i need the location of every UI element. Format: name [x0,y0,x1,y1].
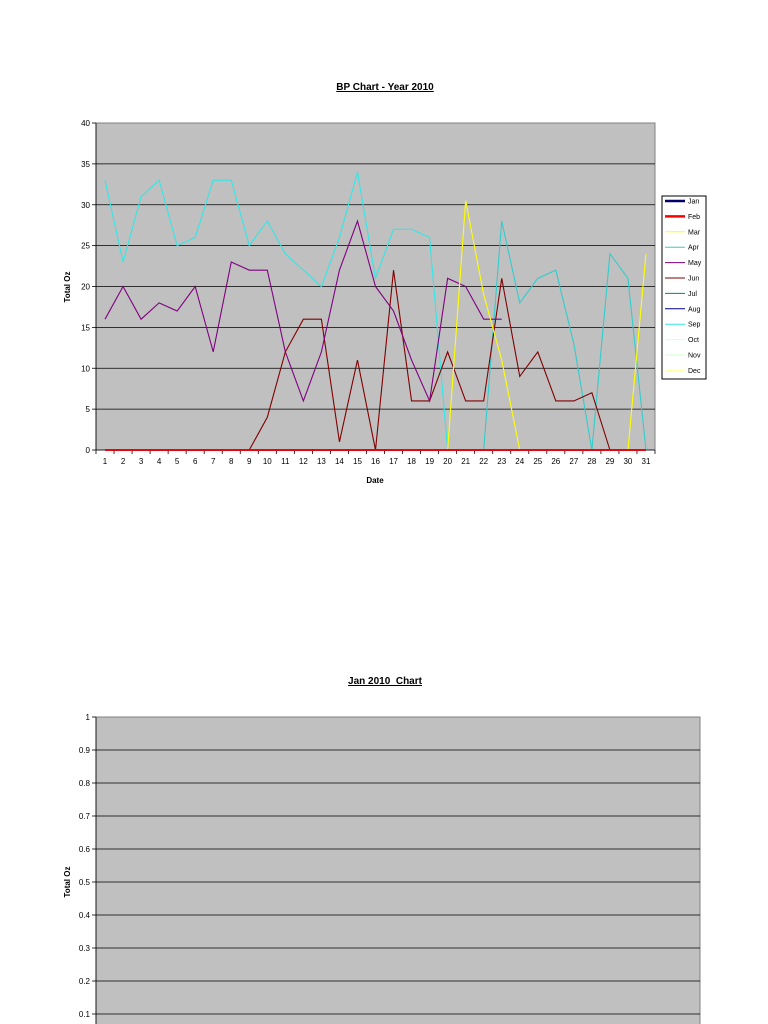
x-tick-label: 20 [443,457,452,466]
legend-label-oct: Oct [688,337,699,344]
x-tick-label: 14 [335,457,344,466]
x-tick-label: 16 [371,457,380,466]
x-tick-label: 2 [121,457,126,466]
y-tick-label: 0.6 [79,845,91,854]
x-tick-label: 25 [533,457,542,466]
legend-label-sep: Sep [688,322,701,329]
x-tick-label: 27 [569,457,578,466]
x-tick-label: 30 [623,457,632,466]
x-tick-label: 31 [642,457,651,466]
x-tick-label: 29 [605,457,614,466]
y-tick-label: 0.7 [79,812,91,821]
y-axis-title: Total Oz [63,867,72,898]
x-tick-label: 24 [515,457,524,466]
x-tick-label: 17 [389,457,398,466]
series-line-may [104,219,502,403]
y-tick-label: 0.5 [79,878,91,887]
legend-label-dec: Dec [688,368,701,375]
y-tick-label: 0.8 [79,779,91,788]
x-tick-label: 23 [497,457,506,466]
legend-box [661,195,707,380]
series-line-jun [248,270,646,451]
y-tick-label: 20 [81,283,90,292]
x-tick-label: 26 [551,457,560,466]
plot-area [95,716,701,1024]
x-tick-label: 7 [211,457,216,466]
x-tick-label: 11 [281,457,290,466]
x-tick-label: 13 [317,457,326,466]
x-tick-label: 9 [247,457,252,466]
legend: Jan Feb Mar Apr May Jun Jul Aug Sep Oct Nov Dec [661,195,707,380]
legend-label-jul: Jul [688,291,697,298]
legend-label-apr: Apr [688,245,700,252]
y-tick-label: 0.2 [79,977,91,986]
x-tick-label: 15 [353,457,362,466]
y-tick-label: 40 [81,119,90,128]
y-tick-label: 5 [86,405,91,414]
legend-label-feb: Feb [688,214,700,221]
x-tick-label: 19 [425,457,434,466]
y-tick-label: 0.3 [79,944,91,953]
jan-2010-chart: Jan 2010_Chart 0.1 0.2 0.3 0.4 0.5 0.6 0.7 0.8 0… [63,676,701,1024]
x-tick-label: 6 [193,457,198,466]
legend-label-may: May [688,260,702,267]
x-tick-label: 1 [103,457,108,466]
y-tick-label: 1 [86,713,91,722]
x-tick-label: 22 [479,457,488,466]
chart-title: Jan 2010_Chart [348,676,423,687]
legend-label-aug: Aug [688,306,701,313]
y-tick-label: 0.4 [79,911,91,920]
x-tick-label: 28 [587,457,596,466]
chart-title: BP Chart - Year 2010 [336,82,434,93]
x-tick-label: 5 [175,457,180,466]
legend-label-jan: Jan [688,199,699,206]
x-tick-label: 12 [299,457,308,466]
y-tick-label: 25 [81,242,90,251]
x-tick-label: 10 [263,457,272,466]
x-tick-label: 21 [461,457,470,466]
y-tick-label: 0.9 [79,746,91,755]
legend-label-mar: Mar [688,229,701,236]
y-tick-label: 30 [81,201,90,210]
y-axis-title: Total Oz [63,272,72,303]
legend-label-jun: Jun [688,276,699,283]
y-tick-label: 35 [81,160,90,169]
x-tick-label: 4 [157,457,162,466]
y-tick-label: 0 [86,446,91,455]
x-tick-label: 3 [139,457,144,466]
series-line-sep [104,171,449,451]
y-tick-label: 15 [81,323,90,332]
x-axis-title: Date [366,476,384,485]
x-tick-label: 8 [229,457,234,466]
y-tick-label: 0.1 [79,1010,91,1019]
x-tick-label: 18 [407,457,416,466]
legend-label-nov: Nov [688,353,701,360]
y-tick-label: 10 [81,364,90,373]
